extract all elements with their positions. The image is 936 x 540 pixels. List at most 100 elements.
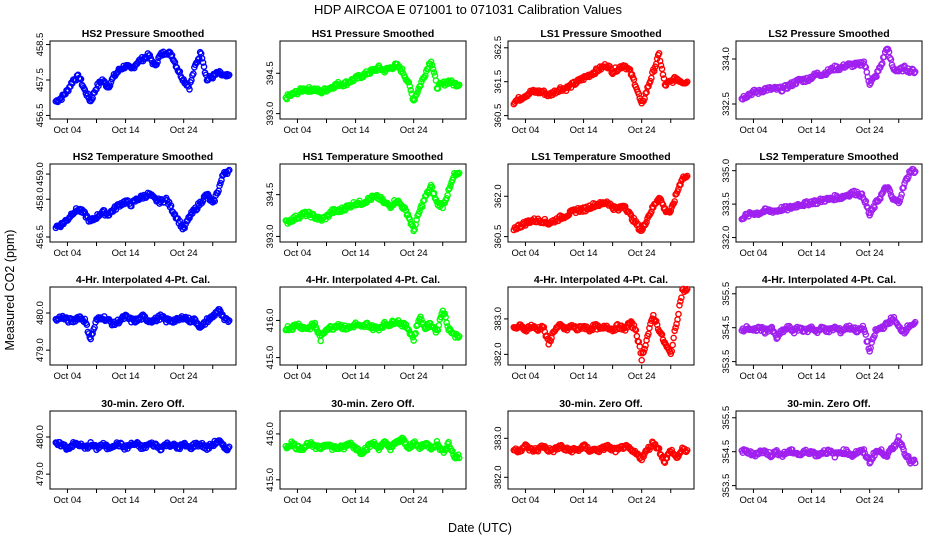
panel-title: 30-min. Zero Off.	[101, 398, 185, 410]
x-tick-label: Oct 14	[112, 248, 140, 259]
y-tick-label: 416.0	[265, 422, 276, 446]
data-point	[883, 453, 891, 460]
panel-6: HS1 Temperature Smoothed 393.0 394.5 Oct 04…	[265, 151, 467, 259]
y-tick-label: 355.5	[721, 406, 732, 430]
data-point	[878, 60, 886, 67]
data-point	[671, 327, 678, 335]
data-point	[895, 433, 903, 440]
data-point	[77, 75, 85, 83]
x-tick-label: Oct 04	[53, 248, 81, 259]
y-tick-label: 383.0	[493, 426, 504, 450]
y-tick-label: 456.5	[35, 104, 46, 128]
x-tick-label: Oct 14	[570, 125, 598, 136]
data-point	[454, 170, 462, 178]
plot-frame	[49, 286, 237, 366]
x-tick-label: Oct 24	[170, 495, 198, 506]
data-point	[405, 78, 413, 86]
data-point	[83, 321, 91, 328]
x-tick-label: Oct 24	[628, 495, 656, 506]
panel-title: HS2 Temperature Smoothed	[73, 151, 213, 163]
data-point	[860, 446, 868, 453]
y-tick-label: 415.0	[265, 346, 276, 370]
data-point	[84, 90, 92, 97]
y-tick-label: 362.0	[493, 184, 504, 208]
y-tick-label: 415.0	[265, 468, 276, 492]
y-tick-label: 362.5	[493, 36, 504, 60]
data-point	[416, 208, 423, 215]
y-tick-label: 335.0	[721, 159, 732, 183]
data-point	[443, 194, 450, 202]
data-point	[417, 82, 424, 90]
plot-frame	[49, 410, 237, 490]
data-point	[672, 324, 679, 331]
y-tick-label: 355.5	[721, 282, 732, 306]
data-point	[635, 90, 643, 98]
data-point	[225, 317, 233, 324]
data-point	[896, 197, 904, 205]
x-tick-label: Oct 24	[400, 495, 428, 506]
y-tick-label: 416.0	[265, 309, 276, 333]
plot-frame	[507, 163, 695, 243]
panel-title: HS1 Temperature Smoothed	[303, 151, 443, 163]
panel-title: LS2 Pressure Smoothed	[768, 28, 889, 40]
plot-frame	[279, 286, 467, 366]
data-point	[225, 71, 233, 79]
x-tick-label: Oct 24	[628, 125, 656, 136]
plot-frame	[735, 286, 923, 366]
x-tick-label: Oct 14	[570, 371, 598, 382]
x-tick-label: Oct 14	[342, 495, 370, 506]
y-tick-label: 394.5	[265, 183, 276, 207]
y-tick-label: 332.0	[721, 226, 732, 250]
x-tick-label: Oct 14	[112, 371, 140, 382]
x-tick-label: Oct 24	[628, 248, 656, 259]
data-point	[866, 348, 873, 355]
data-point	[449, 447, 456, 455]
data-point	[81, 315, 89, 323]
data-point	[885, 48, 893, 56]
panel-9: 4-Hr. Interpolated 4-Pt. Cal. 479.0 480.0 O…	[35, 274, 237, 382]
panel-8: LS2 Temperature Smoothed 332.0 333.5 335.0 O…	[721, 151, 923, 259]
data-point	[413, 216, 420, 224]
panel-4: LS2 Pressure Smoothed 332.5 334.0 Oct 04 Oct…	[721, 28, 923, 136]
x-tick-label: Oct 14	[112, 125, 140, 136]
x-tick-label: Oct 14	[342, 371, 370, 382]
x-tick-label: Oct 04	[511, 248, 539, 259]
data-point	[652, 317, 660, 325]
data-point	[859, 322, 867, 330]
y-tick-label: 479.0	[35, 338, 46, 362]
data-point	[412, 330, 419, 337]
panel-7: LS1 Temperature Smoothed 360.5 362.0 Oct 04…	[493, 151, 695, 259]
plot-frame	[507, 410, 695, 490]
x-tick-label: Oct 14	[798, 125, 826, 136]
panel-13: 30-min. Zero Off. 479.0 480.0 Oct 04 Oct 14 O…	[35, 398, 237, 506]
data-point	[911, 459, 919, 467]
data-point	[650, 67, 658, 75]
data-point	[900, 184, 907, 191]
panel-title: 4-Hr. Interpolated 4-Pt. Cal.	[534, 274, 668, 286]
y-tick-label: 394.5	[265, 61, 276, 85]
panel-title: 30-min. Zero Off.	[787, 398, 871, 410]
data-point	[190, 70, 197, 77]
data-point	[677, 297, 684, 305]
data-point	[897, 194, 904, 201]
data-point	[886, 187, 894, 195]
plot-frame	[279, 40, 467, 120]
data-point	[641, 345, 648, 353]
data-point	[406, 82, 414, 90]
x-tick-label: Oct 04	[283, 125, 311, 136]
y-tick-label: 480.0	[35, 425, 46, 449]
y-tick-label: 393.0	[265, 102, 276, 126]
data-point	[678, 294, 685, 301]
y-tick-label: 393.0	[265, 225, 276, 249]
x-tick-label: Oct 14	[342, 125, 370, 136]
x-tick-label: Oct 14	[112, 495, 140, 506]
x-tick-label: Oct 24	[170, 125, 198, 136]
panel-2: HS1 Pressure Smoothed 393.0 394.5 Oct 04 Oct…	[265, 28, 467, 136]
data-point	[106, 82, 114, 89]
data-point	[200, 63, 208, 71]
panel-12: 4-Hr. Interpolated 4-Pt. Cal. 353.5 354.5 3…	[721, 274, 923, 382]
data-point	[454, 82, 462, 90]
data-point	[911, 168, 919, 175]
x-tick-label: Oct 04	[739, 248, 767, 259]
